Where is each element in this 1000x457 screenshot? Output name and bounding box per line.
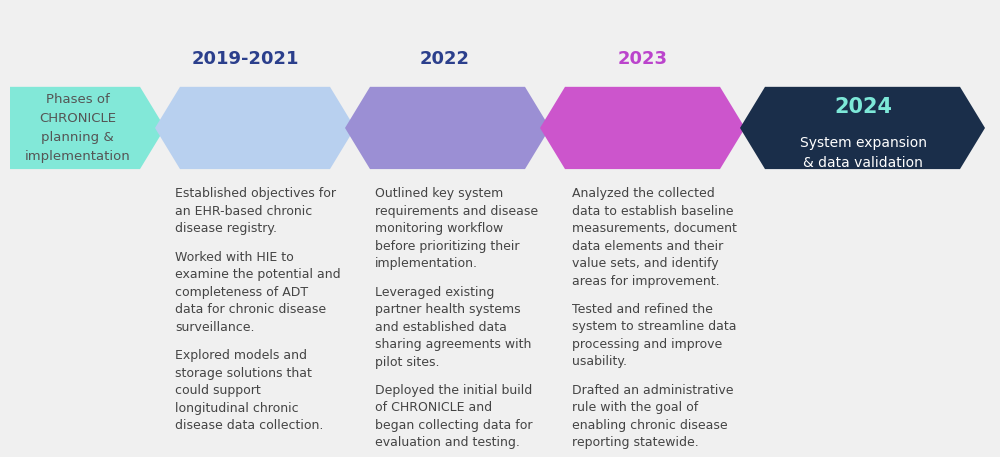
Text: Established objectives for
an EHR-based chronic
disease registry.: Established objectives for an EHR-based …: [175, 187, 336, 235]
Text: System expansion
& data validation: System expansion & data validation: [800, 136, 926, 170]
Text: Deployed the initial build
of CHRONICLE and
began collecting data for
evaluation: Deployed the initial build of CHRONICLE …: [375, 384, 532, 449]
Text: 2024: 2024: [834, 97, 892, 117]
Text: Analyzed the collected
data to establish baseline
measurements, document
data el: Analyzed the collected data to establish…: [572, 187, 737, 288]
Polygon shape: [155, 87, 355, 169]
Text: Explored models and
storage solutions that
could support
longitudinal chronic
di: Explored models and storage solutions th…: [175, 349, 323, 432]
Text: Outlined key system
requirements and disease
monitoring workflow
before prioriti: Outlined key system requirements and dis…: [375, 187, 538, 271]
Text: Phases of
CHRONICLE
planning &
implementation: Phases of CHRONICLE planning & implement…: [25, 93, 130, 163]
Text: 2023: 2023: [618, 50, 668, 69]
Text: 2019-2021: 2019-2021: [191, 50, 299, 69]
Polygon shape: [345, 87, 550, 169]
Polygon shape: [540, 87, 745, 169]
Text: Drafted an administrative
rule with the goal of
enabling chronic disease
reporti: Drafted an administrative rule with the …: [572, 384, 734, 449]
Polygon shape: [10, 87, 165, 169]
Text: Tested and refined the
system to streamline data
processing and improve
usabilit: Tested and refined the system to streaml…: [572, 303, 736, 368]
Text: Worked with HIE to
examine the potential and
completeness of ADT
data for chroni: Worked with HIE to examine the potential…: [175, 251, 341, 334]
Polygon shape: [740, 87, 985, 169]
Text: Leveraged existing
partner health systems
and established data
sharing agreement: Leveraged existing partner health system…: [375, 286, 531, 369]
Text: 2022: 2022: [420, 50, 470, 69]
